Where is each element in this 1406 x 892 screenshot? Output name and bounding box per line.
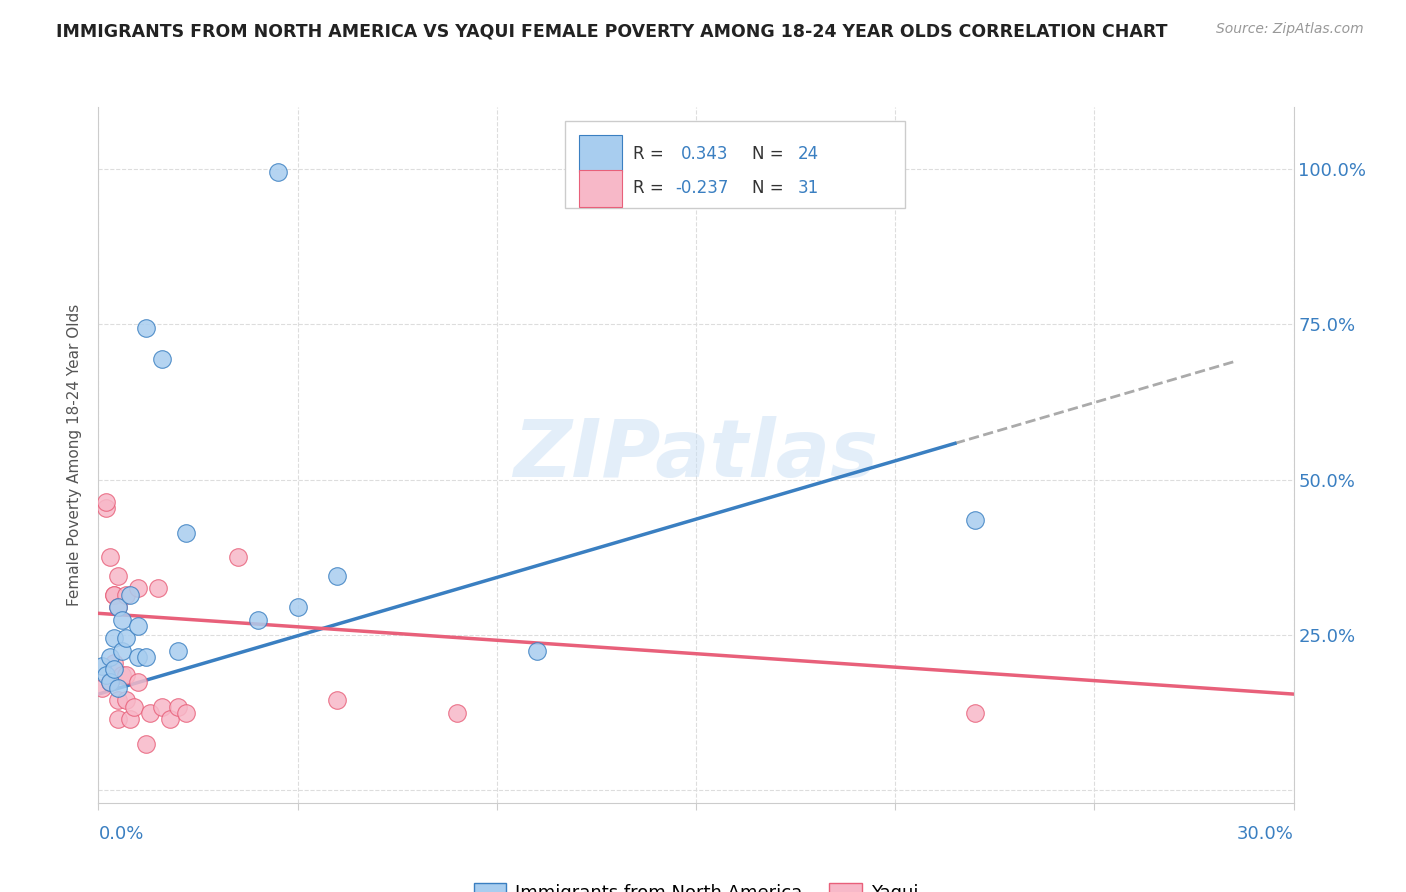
Text: -0.237: -0.237 — [676, 179, 730, 197]
Point — [267, 165, 290, 179]
Point — [115, 693, 138, 707]
Point — [526, 643, 548, 657]
Text: 30.0%: 30.0% — [1237, 825, 1294, 843]
Point — [167, 699, 190, 714]
Point — [150, 351, 173, 366]
Point — [96, 668, 118, 682]
Point — [100, 674, 122, 689]
Point — [107, 569, 129, 583]
Text: 0.0%: 0.0% — [98, 825, 143, 843]
Point — [174, 525, 197, 540]
Point — [127, 649, 149, 664]
Point — [120, 712, 142, 726]
FancyBboxPatch shape — [579, 169, 621, 207]
Text: R =: R = — [633, 145, 669, 162]
Point — [120, 588, 142, 602]
Point — [124, 699, 146, 714]
Point — [135, 320, 157, 334]
Point — [127, 582, 149, 596]
FancyBboxPatch shape — [565, 121, 905, 208]
Point — [100, 649, 122, 664]
Point — [96, 494, 118, 508]
Y-axis label: Female Poverty Among 18-24 Year Olds: Female Poverty Among 18-24 Year Olds — [67, 304, 83, 606]
Text: 0.343: 0.343 — [681, 145, 728, 162]
Text: 24: 24 — [797, 145, 818, 162]
Point — [111, 643, 134, 657]
Point — [91, 659, 114, 673]
Point — [159, 712, 181, 726]
Point — [103, 662, 125, 676]
Point — [139, 706, 162, 720]
Legend: Immigrants from North America, Yaqui: Immigrants from North America, Yaqui — [474, 883, 918, 892]
Point — [107, 681, 129, 695]
Point — [107, 712, 129, 726]
Point — [103, 631, 125, 645]
Point — [287, 600, 309, 615]
Point — [127, 619, 149, 633]
Text: IMMIGRANTS FROM NORTH AMERICA VS YAQUI FEMALE POVERTY AMONG 18-24 YEAR OLDS CORR: IMMIGRANTS FROM NORTH AMERICA VS YAQUI F… — [56, 22, 1168, 40]
Point — [326, 569, 349, 583]
Point — [100, 674, 122, 689]
Point — [115, 631, 138, 645]
Point — [103, 588, 125, 602]
Point — [963, 513, 986, 527]
Point — [135, 737, 157, 751]
Text: ZIPatlas: ZIPatlas — [513, 416, 879, 494]
Point — [963, 706, 986, 720]
Point — [115, 588, 138, 602]
Text: N =: N = — [752, 179, 789, 197]
Text: 31: 31 — [797, 179, 818, 197]
Text: Source: ZipAtlas.com: Source: ZipAtlas.com — [1216, 22, 1364, 37]
FancyBboxPatch shape — [579, 135, 621, 172]
Text: N =: N = — [752, 145, 789, 162]
Point — [446, 706, 468, 720]
Point — [91, 681, 114, 695]
Point — [96, 500, 118, 515]
Point — [107, 600, 129, 615]
Point — [150, 699, 173, 714]
Text: R =: R = — [633, 179, 669, 197]
Point — [115, 668, 138, 682]
Point — [107, 600, 129, 615]
Point — [326, 693, 349, 707]
Point — [246, 613, 269, 627]
Point — [103, 656, 125, 670]
Point — [226, 550, 249, 565]
Point — [100, 550, 122, 565]
Point — [148, 582, 170, 596]
Point — [135, 649, 157, 664]
Point — [111, 668, 134, 682]
Point — [127, 674, 149, 689]
Point — [174, 706, 197, 720]
Point — [107, 693, 129, 707]
Point — [167, 643, 190, 657]
Point — [103, 588, 125, 602]
Point — [111, 613, 134, 627]
